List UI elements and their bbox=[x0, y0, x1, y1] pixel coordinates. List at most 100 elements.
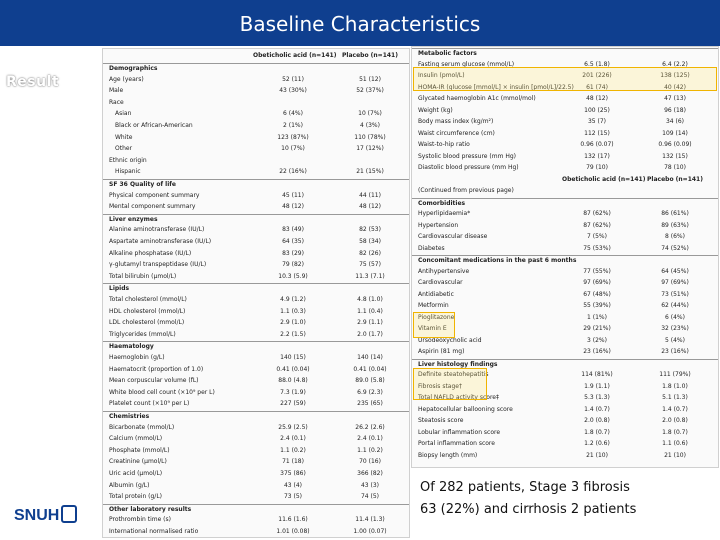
table-row: Liver enzymes bbox=[103, 213, 409, 225]
row-value-treatment: 140 (15) bbox=[280, 354, 306, 361]
row-value-treatment: 375 (86) bbox=[280, 470, 306, 477]
row-value-treatment: 10 (7%) bbox=[281, 145, 305, 153]
row-label: Lipids bbox=[109, 285, 130, 293]
row-label: Asian bbox=[115, 110, 132, 118]
table-row: Albumin (g/L) 43 (4) 43 (3) bbox=[103, 481, 409, 491]
table-row: Haematology bbox=[103, 341, 409, 352]
table-row: Obeticholic acid (n=141) Placebo (n=141) bbox=[412, 175, 718, 185]
row-value-placebo: 6 (4%) bbox=[665, 313, 685, 321]
table-row: LDL cholesterol (mmol/L) 2.9 (1.0) 2.9 (1.… bbox=[103, 318, 409, 328]
row-label: Triglycerides (mmol/L) bbox=[109, 330, 176, 338]
row-label: Hispanic bbox=[115, 168, 141, 176]
row-value-treatment: 2.0 (0.8) bbox=[584, 417, 610, 424]
table-row: Male 43 (30%) 52 (37%) bbox=[103, 86, 409, 96]
table-row: Systolic blood pressure (mm Hg) 132 (17) 1… bbox=[412, 152, 718, 162]
row-label: Aspartate aminotransferase (IU/L) bbox=[109, 238, 212, 245]
row-value-treatment: 48 (12) bbox=[586, 95, 608, 102]
table-row: Diastolic blood pressure (mm Hg) 79 (10) 7… bbox=[412, 163, 718, 173]
section-tag: Result bbox=[6, 74, 60, 90]
row-value-treatment: 6 (4%) bbox=[283, 110, 303, 118]
row-label: Race bbox=[109, 98, 124, 106]
row-value-placebo: 4.8 (1.0) bbox=[357, 296, 383, 303]
row-label: Biopsy length (mm) bbox=[418, 451, 478, 459]
row-label: Creatinine (μmol/L) bbox=[109, 458, 167, 466]
row-label: Platelet count (×10⁹ per L) bbox=[109, 400, 190, 408]
table-row: Antidiabetic 67 (48%) 73 (51%) bbox=[412, 290, 718, 300]
row-value-placebo: 73 (51%) bbox=[661, 290, 689, 298]
row-label: Alkaline phosphatase (IU/L) bbox=[109, 249, 192, 257]
row-value-placebo: 89 (63%) bbox=[661, 221, 689, 229]
row-label: Concomitant medications in the past 6 mo… bbox=[418, 257, 577, 264]
table-row: Steatosis score 2.0 (0.8) 2.0 (0.8) bbox=[412, 416, 718, 426]
row-value-treatment: 5.3 (1.3) bbox=[584, 394, 610, 401]
table-row: Glycated haemoglobin A1c (mmol/mol) 48 (1… bbox=[412, 94, 718, 104]
row-value-placebo: 10 (7%) bbox=[358, 110, 382, 118]
slide-title: Baseline Characteristics bbox=[239, 12, 481, 36]
left-col-header-2: Placebo (n=141) bbox=[342, 52, 398, 59]
row-label: Haematocrit (proportion of 1.0) bbox=[109, 365, 204, 373]
table-row: Haemoglobin (g/L) 140 (15) 140 (14) bbox=[103, 353, 409, 363]
table-row: Other 10 (7%) 17 (12%) bbox=[103, 144, 409, 154]
row-value-placebo: 43 (3) bbox=[360, 481, 380, 489]
row-label: International normalised ratio bbox=[109, 528, 199, 535]
row-value-placebo: 1.4 (0.7) bbox=[662, 405, 688, 413]
table-row: Antihypertensive 77 (55%) 64 (45%) bbox=[412, 267, 718, 277]
row-value-placebo: 1.1 (0.2) bbox=[357, 446, 383, 454]
row-value-placebo: 48 (12) bbox=[359, 203, 381, 211]
row-value-treatment: 11.6 (1.6) bbox=[278, 516, 308, 524]
row-label: Haematology bbox=[109, 343, 154, 351]
table-row: Waist circumference (cm) 112 (15) 109 (14) bbox=[412, 129, 718, 139]
caption-line-2: 63 (22%) and cirrhosis 2 patients bbox=[420, 502, 637, 517]
row-value-treatment: 87 (62%) bbox=[583, 210, 611, 217]
table-row: Concomitant medications in the past 6 mo… bbox=[412, 255, 718, 266]
table-row: Total protein (g/L) 73 (5) 74 (5) bbox=[103, 492, 409, 502]
row-label: Mean corpuscular volume (fL) bbox=[109, 377, 199, 385]
row-label: Definite steatohepatitis bbox=[418, 371, 489, 378]
row-label: Ethnic origin bbox=[109, 156, 147, 164]
table-row: Total NAFLD activity score‡ 5.3 (1.3) 5.1 … bbox=[412, 393, 718, 403]
row-value-treatment: 112 (15) bbox=[584, 129, 610, 137]
row-value-placebo: 62 (44%) bbox=[661, 302, 689, 309]
row-label: Phosphate (mmol/L) bbox=[109, 446, 170, 454]
row-value-treatment: 45 (11) bbox=[282, 191, 304, 199]
row-label: White blood cell count (×10⁹ per L) bbox=[109, 388, 215, 396]
row-label: LDL cholesterol (mmol/L) bbox=[109, 319, 185, 327]
table-row: (Continued from previous page) bbox=[412, 186, 718, 196]
row-value-treatment: 1.4 (0.7) bbox=[584, 405, 610, 413]
medication-highlight bbox=[413, 312, 455, 338]
row-value-treatment: Obeticholic acid (n=141) bbox=[562, 175, 646, 183]
row-value-placebo: 235 (65) bbox=[357, 400, 383, 408]
table-row: Uric acid (μmol/L) 375 (86) 366 (82) bbox=[103, 469, 409, 479]
table-row: Demographics bbox=[103, 63, 409, 74]
table-row: Body mass index (kg/m²) 35 (7) 34 (6) bbox=[412, 117, 718, 127]
row-value-placebo: 138 (125) bbox=[660, 72, 690, 79]
table-row: White 123 (87%) 110 (78%) bbox=[103, 133, 409, 143]
row-value-treatment: 2.4 (0.1) bbox=[280, 435, 306, 443]
row-label: Haemoglobin (g/L) bbox=[109, 354, 165, 361]
row-label: (Continued from previous page) bbox=[418, 187, 514, 194]
row-label: Demographics bbox=[109, 65, 158, 72]
row-label: Comorbidities bbox=[418, 199, 466, 207]
row-label: Systolic blood pressure (mm Hg) bbox=[418, 152, 517, 160]
table-row: Triglycerides (mmol/L) 2.2 (1.5) 2.0 (1.7) bbox=[103, 330, 409, 340]
row-label: Lobular inflammation score bbox=[418, 428, 501, 436]
row-value-placebo: 74 (5) bbox=[360, 493, 380, 501]
row-label: Waist-to-hip ratio bbox=[418, 141, 470, 148]
row-value-placebo: 132 (15) bbox=[662, 152, 688, 160]
table-row: International normalised ratio 1.01 (0.08… bbox=[103, 527, 409, 537]
table-row: Diabetes 75 (53%) 74 (52%) bbox=[412, 244, 718, 254]
logo-text: SNUH bbox=[14, 507, 60, 524]
row-value-placebo: 2.4 (0.1) bbox=[357, 435, 383, 443]
row-value-treatment: 2.2 (1.5) bbox=[280, 330, 306, 338]
table-row: Insulin (pmol/L) 201 (226) 138 (125) bbox=[412, 71, 718, 81]
row-label: Metabolic factors bbox=[418, 50, 477, 57]
row-value-placebo: 2.0 (0.8) bbox=[662, 417, 688, 424]
table-row: Total bilirubin (μmol/L) 10.3 (5.9) 11.3 (… bbox=[103, 272, 409, 282]
row-label: Uric acid (μmol/L) bbox=[109, 470, 163, 477]
logo-mark-icon bbox=[61, 505, 78, 523]
row-label: Total cholesterol (mmol/L) bbox=[109, 296, 187, 303]
row-value-treatment: 10.3 (5.9) bbox=[278, 272, 308, 280]
row-value-treatment: 201 (226) bbox=[582, 72, 612, 79]
row-value-treatment: 48 (12) bbox=[282, 203, 304, 211]
row-value-placebo: 1.1 (0.4) bbox=[357, 307, 383, 315]
